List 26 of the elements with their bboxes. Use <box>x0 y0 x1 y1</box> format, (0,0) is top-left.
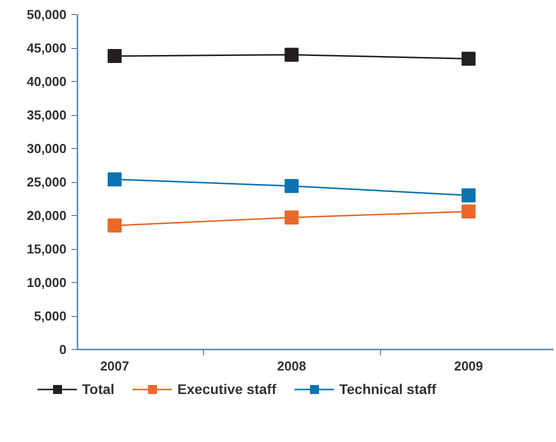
point <box>284 179 299 194</box>
y-tick-label: 50,000 <box>26 7 67 22</box>
point <box>108 172 122 186</box>
point <box>108 218 122 233</box>
y-tick-label: 35,000 <box>26 108 67 122</box>
point <box>284 210 299 225</box>
point <box>462 52 476 66</box>
y-tick-label: 45,000 <box>26 40 67 56</box>
y-tick-label: 30,000 <box>26 141 67 156</box>
y-tick-label: 25,000 <box>26 174 67 190</box>
legend-label: Executive staff <box>177 381 276 397</box>
y-tick-label: 15,000 <box>26 242 67 256</box>
legend-label: Total <box>82 381 114 397</box>
x-tick-label: 2009 <box>454 358 484 374</box>
point <box>108 49 122 64</box>
x-tick-label: 2007 <box>100 358 130 374</box>
y-tick-label: 20,000 <box>26 208 67 223</box>
y-tick-label: 40,000 <box>26 74 67 89</box>
point <box>462 188 476 202</box>
point <box>462 204 476 218</box>
point <box>284 48 299 62</box>
y-tick-label: 5,000 <box>34 308 67 324</box>
y-tick-label: 10,000 <box>26 275 67 290</box>
legend-label: Technical staff <box>339 381 436 397</box>
y-tick-label: 0 <box>59 342 67 357</box>
x-tick-label: 2008 <box>277 358 306 374</box>
